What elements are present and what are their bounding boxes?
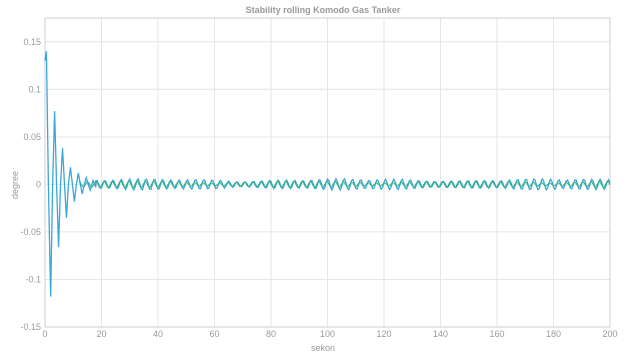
x-tick-label: 20: [96, 329, 106, 339]
x-tick-label: 180: [546, 329, 561, 339]
x-tick-label: 160: [489, 329, 504, 339]
y-tick-label: 0.15: [23, 37, 41, 47]
x-tick-label: 100: [320, 329, 335, 339]
x-axis-label: sekon: [311, 343, 335, 353]
grid: [45, 18, 610, 327]
x-tick-label: 40: [153, 329, 163, 339]
x-axis-ticks: 0 20 40 60 80 100 120 140 160 180 200: [42, 329, 617, 339]
y-axis-label: degree: [10, 171, 20, 199]
x-tick-label: 200: [602, 329, 617, 339]
y-tick-label: -0.05: [20, 227, 41, 237]
x-tick-label: 80: [266, 329, 276, 339]
y-tick-label: 0.1: [28, 84, 41, 94]
x-tick-label: 120: [376, 329, 391, 339]
y-axis-ticks: -0.15 -0.1 -0.05 0 0.05 0.1 0.15: [20, 37, 41, 332]
chart-title: Stability rolling Komodo Gas Tanker: [246, 5, 401, 15]
x-tick-label: 0: [42, 329, 47, 339]
y-tick-label: -0.15: [20, 322, 41, 332]
y-tick-label: 0: [36, 179, 41, 189]
y-tick-label: 0.05: [23, 132, 41, 142]
y-tick-label: -0.1: [25, 274, 41, 284]
x-tick-label: 60: [209, 329, 219, 339]
x-tick-label: 140: [433, 329, 448, 339]
